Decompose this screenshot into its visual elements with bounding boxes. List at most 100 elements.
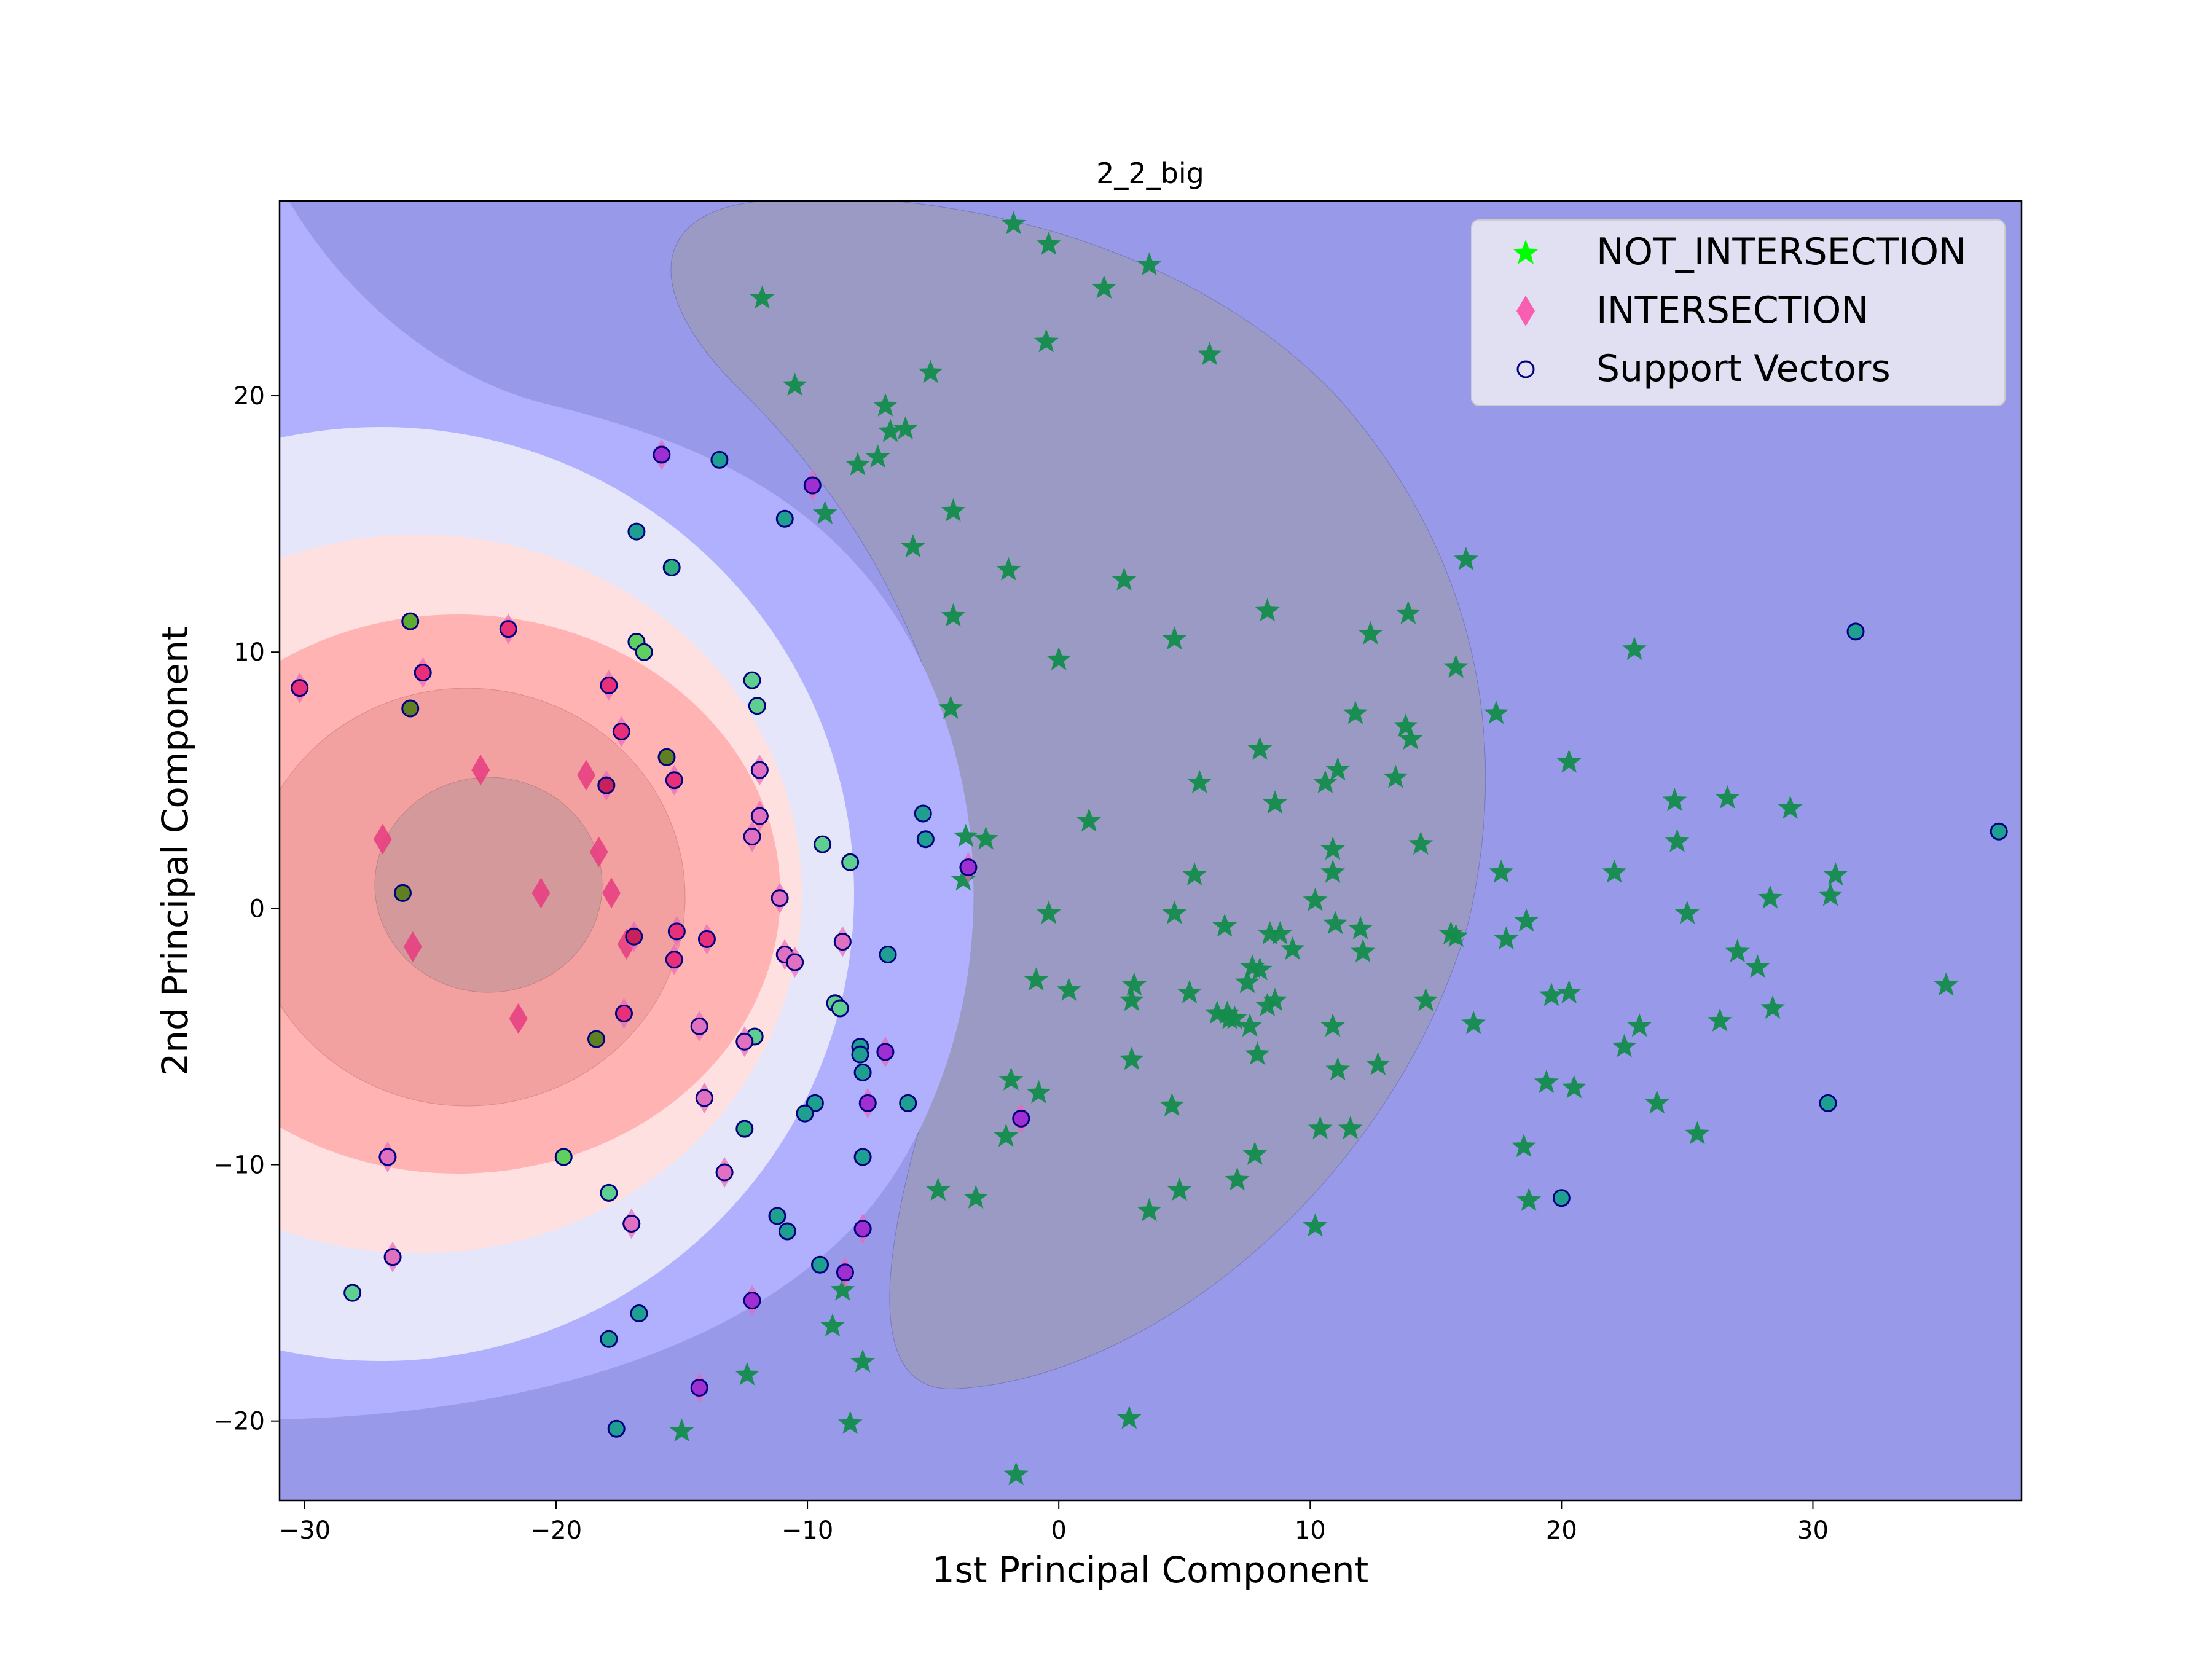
not-intersection-point: [1516, 1187, 1542, 1211]
support-vector: [750, 761, 769, 779]
support-vector: [630, 1304, 648, 1322]
support-vector: [879, 945, 897, 963]
x-tick-label: 10: [1295, 1516, 1326, 1545]
support-vector: [1819, 1094, 1837, 1112]
not-intersection-point: [1308, 1116, 1333, 1140]
not-intersection-point: [1056, 977, 1081, 1001]
not-intersection-point: [1137, 1198, 1162, 1222]
not-intersection-point: [1159, 1092, 1185, 1116]
not-intersection-point: [1757, 885, 1783, 909]
support-vector: [786, 953, 804, 971]
support-vector: [768, 1207, 786, 1225]
not-intersection-point: [996, 557, 1021, 581]
support-vector: [743, 1292, 761, 1310]
support-vector: [959, 858, 978, 877]
y-axis-ticks: −20 −10 0 10 20: [213, 382, 280, 1436]
not-intersection-point: [1534, 1070, 1559, 1093]
support-vector: [291, 679, 309, 697]
not-intersection-point: [1665, 828, 1690, 852]
x-tick-label: −30: [279, 1516, 331, 1545]
support-vector: [814, 835, 832, 853]
intersection-point: [509, 1003, 528, 1034]
x-tick-label: 20: [1546, 1516, 1577, 1545]
support-vector: [662, 559, 681, 577]
support-vector: [836, 1263, 854, 1282]
y-tick-label: 20: [233, 382, 265, 410]
not-intersection-point: [1268, 921, 1293, 945]
not-intersection-point: [1408, 831, 1433, 855]
not-intersection-point: [1323, 911, 1348, 935]
support-vector: [833, 933, 852, 951]
support-vector: [657, 748, 676, 766]
not-intersection-point: [865, 444, 890, 468]
legend-label-not-intersection: NOT_INTERSECTION: [1596, 230, 1966, 273]
support-vector: [393, 884, 412, 902]
x-tick-label: 30: [1797, 1516, 1829, 1545]
support-vector: [401, 612, 420, 630]
plot-frame: [278, 200, 2023, 1502]
not-intersection-point: [1225, 1167, 1250, 1191]
region-core: [374, 777, 603, 993]
not-intersection-point: [1212, 913, 1237, 937]
y-tick-label: 0: [249, 895, 265, 923]
x-axis-ticks: −30 −20 −10 0 10 20 30: [279, 1500, 1829, 1545]
not-intersection-point: [941, 498, 966, 522]
not-intersection-point: [1197, 342, 1222, 366]
y-tick-label: 10: [233, 638, 265, 667]
intersection-point: [577, 759, 596, 791]
not-intersection-point: [850, 1349, 876, 1373]
not-intersection-point: [994, 1123, 1019, 1147]
legend-diamond-marker: [1516, 296, 1535, 326]
not-intersection-point: [1393, 713, 1418, 737]
intersection-point: [373, 823, 392, 855]
not-intersection-point: [1461, 1011, 1486, 1035]
not-intersection-point: [1539, 982, 1564, 1006]
support-vector: [778, 1222, 796, 1241]
not-intersection-point: [782, 372, 807, 396]
not-intersection-point: [1674, 900, 1700, 924]
support-vector: [600, 1183, 618, 1202]
not-intersection-point: [1365, 1051, 1390, 1075]
not-intersection-point: [1484, 700, 1508, 724]
not-intersection-point: [1046, 646, 1072, 670]
not-intersection-point: [998, 1067, 1024, 1091]
intersection-point: [531, 877, 551, 909]
not-intersection-point: [1036, 231, 1061, 255]
support-vector: [853, 1220, 872, 1238]
support-vector: [743, 828, 761, 846]
not-intersection-point: [938, 696, 963, 719]
not-intersection-point: [1263, 987, 1287, 1011]
legend-star-marker: [1513, 240, 1539, 264]
support-vector: [343, 1284, 362, 1302]
not-intersection-point: [1121, 972, 1147, 996]
support-vector: [876, 1043, 895, 1061]
not-intersection-point: [1453, 547, 1478, 570]
not-intersection-point: [1215, 1000, 1240, 1024]
not-intersection-point: [830, 1277, 855, 1301]
support-vector: [1990, 822, 2008, 841]
not-intersection-point: [953, 823, 978, 847]
support-vector: [653, 445, 671, 464]
not-intersection-point: [1162, 626, 1187, 650]
not-intersection-point: [1662, 788, 1687, 812]
not-intersection-point: [734, 1362, 759, 1386]
not-intersection-point: [1725, 939, 1750, 963]
not-intersection-point: [1443, 654, 1469, 678]
not-intersection-point: [1934, 972, 1959, 996]
support-vector: [715, 1163, 734, 1182]
not-intersection-point: [1312, 770, 1338, 793]
support-vector: [853, 1148, 872, 1166]
not-intersection-point: [1443, 924, 1469, 947]
y-axis-label: 2nd Principal Component: [154, 626, 196, 1075]
support-vector: [851, 1045, 869, 1064]
not-intersection-point: [1280, 936, 1305, 960]
legend-box: [1471, 219, 2006, 406]
not-intersection-point: [1303, 887, 1328, 911]
not-intersection-point: [1715, 785, 1740, 809]
not-intersection-point: [1760, 995, 1785, 1019]
not-intersection-point: [963, 1185, 989, 1209]
not-intersection-point: [1708, 1008, 1733, 1032]
support-vector: [665, 951, 683, 969]
region-grey-crescent: [670, 201, 1486, 1390]
not-intersection-point: [1222, 1005, 1247, 1029]
